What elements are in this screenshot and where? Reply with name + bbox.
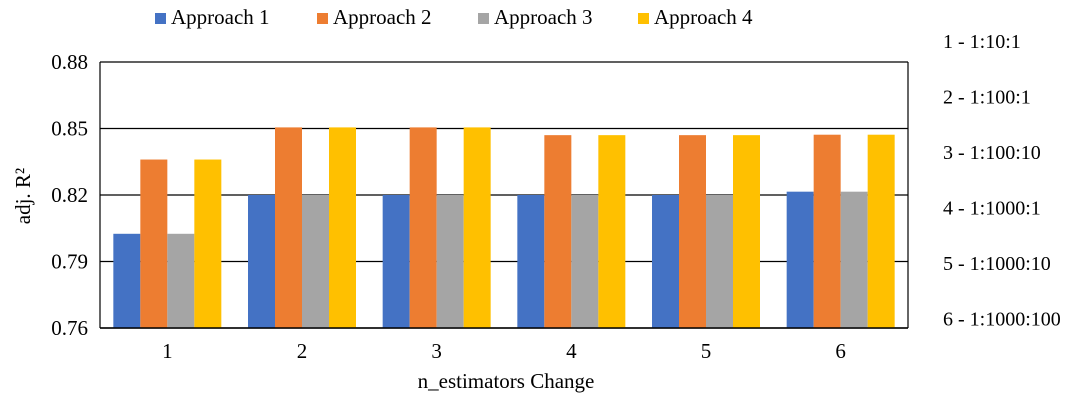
side-annotations: 1 - 1:10:1 2 - 1:100:1 3 - 1:100:10 4 - 1:1… [943, 31, 1061, 331]
bars [113, 127, 895, 329]
bar-approach-3-6 [840, 191, 868, 328]
y-tick-label: 0.79 [51, 250, 88, 274]
bar-approach-4-1 [194, 159, 222, 328]
tick-labels: 0.76 0.79 0.82 0.85 0.88 1 2 3 4 5 6 [51, 50, 846, 363]
bar-approach-4-4 [598, 135, 626, 328]
bar-approach-2-1 [140, 159, 168, 328]
annotation-item: 1 - 1:10:1 [943, 31, 1021, 53]
bar-approach-1-6 [786, 191, 814, 328]
bar-approach-2-6 [813, 134, 841, 328]
x-tick-label: 5 [701, 339, 712, 363]
x-tick-label: 4 [566, 339, 577, 363]
x-tick-label: 2 [297, 339, 308, 363]
legend-label: Approach 4 [654, 5, 753, 29]
x-tick-label: 1 [162, 339, 173, 363]
legend-swatch [638, 13, 649, 24]
bar-approach-3-1 [167, 233, 195, 328]
bar-approach-2-2 [275, 127, 302, 329]
bar-approach-2-4 [544, 135, 572, 328]
annotation-item: 6 - 1:1000:100 [943, 309, 1061, 331]
bar-approach-3-4 [571, 195, 599, 328]
legend-swatch [478, 13, 489, 24]
bar-approach-1-4 [517, 195, 545, 328]
bar-approach-1-1 [113, 233, 141, 328]
axes [99, 62, 909, 329]
bar-approach-4-3 [463, 127, 491, 329]
bar-approach-2-3 [409, 127, 437, 329]
bar-approach-4-6 [867, 134, 895, 328]
legend-label: Approach 2 [333, 5, 432, 29]
bar-approach-2-5 [679, 135, 706, 328]
annotation-item: 3 - 1:100:10 [943, 142, 1041, 164]
annotation-item: 4 - 1:1000:1 [943, 198, 1041, 220]
bar-approach-4-2 [329, 127, 356, 329]
legend: Approach 1 Approach 2 Approach 3 Approach 4 [155, 5, 753, 29]
legend-swatch [317, 13, 328, 24]
legend-label: Approach 1 [171, 5, 270, 29]
bar-approach-3-2 [302, 195, 329, 328]
y-tick-label: 0.76 [51, 316, 88, 340]
annotation-item: 2 - 1:100:1 [943, 87, 1031, 109]
y-axis-label: adj. R² [11, 168, 35, 224]
bar-approach-3-5 [706, 195, 733, 328]
bar-approach-4-5 [733, 135, 760, 328]
bar-approach-1-5 [652, 195, 679, 328]
x-tick-label: 6 [835, 339, 846, 363]
legend-swatch [155, 13, 166, 24]
bar-approach-1-3 [382, 195, 410, 328]
y-tick-label: 0.85 [51, 117, 88, 141]
x-tick-label: 3 [431, 339, 442, 363]
annotation-item: 5 - 1:1000:10 [943, 253, 1051, 275]
bar-approach-1-2 [248, 195, 275, 328]
bar-approach-3-3 [436, 195, 464, 328]
y-tick-label: 0.88 [51, 50, 88, 74]
x-axis-label: n_estimators Change [418, 369, 595, 393]
y-tick-label: 0.82 [51, 183, 88, 207]
legend-label: Approach 3 [494, 5, 593, 29]
